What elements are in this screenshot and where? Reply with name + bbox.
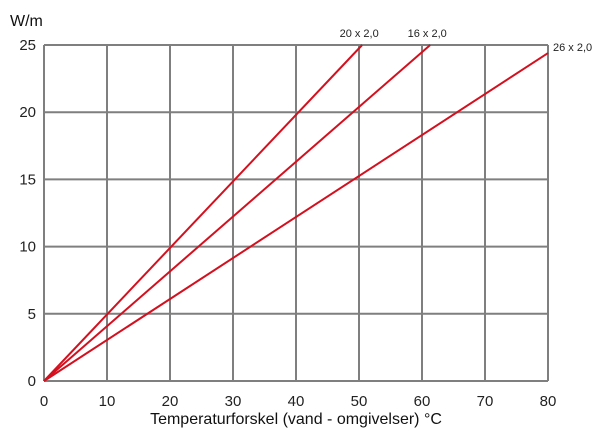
series-line-1 [43, 44, 431, 382]
x-tick-label-1: 10 [99, 393, 116, 410]
grid [43, 44, 549, 382]
y-tick-label-0: 0 [28, 373, 36, 390]
series-label-2: 26 x 2,0 [553, 42, 592, 54]
x-tick-label-8: 80 [540, 393, 557, 410]
x-tick-label-6: 60 [414, 393, 431, 410]
x-tick-label-5: 50 [351, 393, 368, 410]
series-label-0: 20 x 2,0 [340, 28, 379, 40]
y-tick-label-3: 15 [19, 171, 36, 188]
series-line-2 [43, 52, 549, 382]
y-tick-label-4: 20 [19, 104, 36, 121]
y-tick-label-5: 25 [19, 37, 36, 54]
series-labels: 20 x 2,0 16 x 2,0 26 x 2,0 [340, 28, 593, 54]
x-axis-label: Temperaturforskel (vand - omgivelser) °C [150, 411, 442, 428]
x-tick-label-7: 70 [477, 393, 494, 410]
series-label-1: 16 x 2,0 [408, 28, 447, 40]
x-tick-labels: 0 10 20 30 40 50 60 70 80 [40, 393, 557, 410]
x-tick-label-4: 40 [288, 393, 305, 410]
x-tick-label-3: 30 [225, 393, 242, 410]
y-tick-label-2: 10 [19, 239, 36, 256]
series-line-0 [43, 44, 363, 382]
x-tick-label-2: 20 [162, 393, 179, 410]
y-tick-label-1: 5 [28, 306, 36, 323]
series-lines [43, 44, 549, 382]
y-axis-label: W/m [10, 13, 43, 30]
y-tick-labels: 0 5 10 15 20 25 [19, 37, 36, 390]
x-tick-label-0: 0 [40, 393, 48, 410]
